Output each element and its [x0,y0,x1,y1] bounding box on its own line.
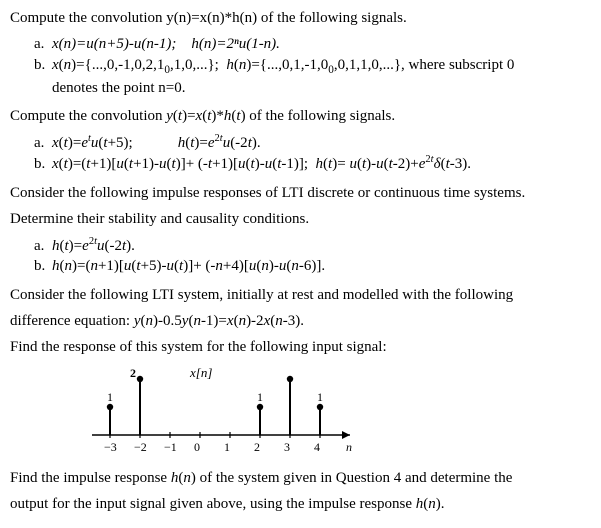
svg-text:x[n]: x[n] [189,365,212,380]
q1-a-text: x(n)=u(n+5)-u(n-1); h(n)=2ⁿu(1-n). [52,36,280,52]
q1-a-label: a. [34,34,52,54]
svg-text:−3: −3 [104,440,117,454]
q2-a-text: x(t)=etu(t+5); h(t)=e2tu(-2t). [52,135,261,151]
q4-l3: Find the response of this system for the… [10,337,591,357]
svg-text:2: 2 [254,440,260,454]
svg-text:1: 1 [224,440,230,454]
q2-b-label: b. [34,154,52,174]
svg-text:4: 4 [314,440,320,454]
q4-l2: difference equation: y(n)-0.5y(n-1)=x(n)… [10,311,591,331]
q1-b: b.x(n)={...,0,-1,0,2,10,1,0,...}; h(n)={… [34,55,591,78]
q1-b-line2: denotes the point n=0. [52,80,185,96]
q1-b-cont: denotes the point n=0. [34,78,591,98]
q1-b-line1: x(n)={...,0,-1,0,2,10,1,0,...}; h(n)={..… [52,57,514,73]
q1-prompt: Compute the convolution y(n)=x(n)*h(n) o… [10,8,591,28]
q2-b-text: x(t)=(t+1)[u(t+1)-u(t)]+ (-t+1)[u(t)-u(t… [52,156,471,172]
q3-prompt2: Determine their stability and causality … [10,209,591,229]
svg-text:2: 2 [130,366,136,380]
q3-b: b.h(n)=(n+1)[u(t+5)-u(t)]+ (-n+4)[u(n)-u… [34,256,591,276]
svg-text:1: 1 [317,390,323,404]
svg-text:3: 3 [284,440,290,454]
q2-b: b.x(t)=(t+1)[u(t+1)-u(t)]+ (-t+1)[u(t)-u… [34,153,591,174]
q5-l2: output for the input signal given above,… [10,494,591,514]
svg-text:1: 1 [107,390,113,404]
q2-prompt: Compute the convolution y(t)=x(t)*h(t) o… [10,106,591,126]
q1-b-label: b. [34,55,52,75]
svg-text:1: 1 [257,390,263,404]
svg-text:n: n [346,440,352,454]
q5-l1: Find the impulse response h(n) of the sy… [10,468,591,488]
q3-b-label: b. [34,256,52,276]
q2-prompt-text: Compute the convolution y(t)=x(t)*h(t) o… [10,108,395,124]
q2-a: a.x(t)=etu(t+5); h(t)=e2tu(-2t). [34,132,591,153]
svg-text:−1: −1 [164,440,177,454]
q2-a-label: a. [34,133,52,153]
svg-text:−2: −2 [134,440,147,454]
q1-a: a.x(n)=u(n+5)-u(n-1); h(n)=2ⁿu(1-n). [34,34,591,54]
q3-a-label: a. [34,236,52,256]
q3-a-text: h(t)=e2tu(-2t). [52,238,135,254]
svg-text:0: 0 [194,440,200,454]
stem-plot-svg: 2 x[n] 1 1 1 −3 −2 −1 0 1 2 3 4 n [70,363,390,459]
q3-b-text: h(n)=(n+1)[u(t+5)-u(t)]+ (-n+4)[u(n)-u(n… [52,258,325,274]
stem-plot: 2 x[n] 1 1 1 −3 −2 −1 0 1 2 3 4 n [70,363,591,465]
q3-prompt1: Consider the following impulse responses… [10,183,591,203]
q3-a: a.h(t)=e2tu(-2t). [34,235,591,256]
q4-l1: Consider the following LTI system, initi… [10,285,591,305]
